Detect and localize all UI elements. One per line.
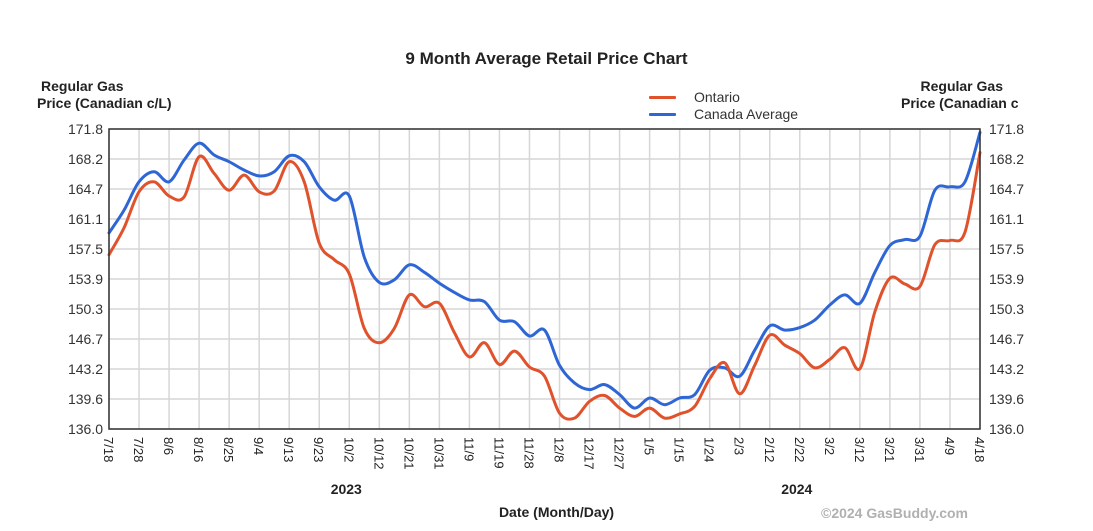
- x-tick-label: 10/31: [431, 437, 446, 470]
- legend-swatch-ontario: [649, 96, 676, 99]
- plot-frame: [108, 128, 981, 430]
- year-label: 2024: [781, 481, 812, 497]
- y-tick-label-left: 168.2: [68, 151, 103, 167]
- x-tick-label: 2/22: [792, 437, 807, 462]
- y-tick-label-right: 168.2: [989, 151, 1024, 167]
- copyright: ©2024 GasBuddy.com: [821, 505, 968, 521]
- x-tick-label: 7/28: [131, 437, 146, 462]
- x-tick-label: 9/23: [311, 437, 326, 462]
- y-tick-label-left: 157.5: [68, 241, 103, 257]
- legend-label-ontario: Ontario: [694, 89, 740, 105]
- series-line-canada-average: [107, 130, 982, 410]
- y-tick-label-right: 161.1: [989, 211, 1024, 227]
- y-tick-label-left: 136.0: [68, 421, 103, 437]
- x-tick-label: 11/28: [521, 437, 536, 469]
- x-tick-label: 3/12: [852, 437, 867, 462]
- x-tick-label: 12/17: [582, 437, 597, 470]
- y-tick-label-left: 161.1: [68, 211, 103, 227]
- x-tick-label: 1/15: [672, 437, 687, 462]
- x-tick-label: 7/18: [101, 437, 116, 462]
- legend-label-canada-average: Canada Average: [694, 106, 799, 122]
- year-label: 2023: [331, 481, 362, 497]
- y-axis-label-line: Regular Gas: [920, 78, 1003, 94]
- y-tick-label-left: 150.3: [68, 301, 103, 317]
- x-tick-label: 8/6: [161, 437, 176, 455]
- x-tick-label: 8/16: [191, 437, 206, 462]
- x-tick-label: 1/5: [642, 437, 657, 455]
- y-tick-label-left: 164.7: [68, 181, 103, 197]
- x-tick-label: 9/4: [251, 437, 266, 455]
- legend-swatch-canada-average: [649, 113, 676, 116]
- y-ticks-right: 136.0 139.6 143.2 146.7 150.3 153.9 157.5 161.1…: [989, 121, 1024, 437]
- chart-title: 9 Month Average Retail Price Chart: [405, 49, 688, 68]
- x-tick-label: 4/18: [972, 437, 987, 462]
- y-tick-label-right: 157.5: [989, 241, 1024, 257]
- year-labels: 2023 2024: [331, 481, 813, 497]
- x-tick-label: 9/13: [281, 437, 296, 462]
- x-tick-label: 3/21: [882, 437, 897, 462]
- x-tick-label: 11/19: [491, 437, 506, 469]
- y-tick-label-left: 146.7: [68, 331, 103, 347]
- x-tick-label: 11/9: [461, 437, 476, 461]
- series-line-ontario: [107, 151, 982, 421]
- x-tick-label: 3/2: [822, 437, 837, 455]
- y-axis-label-line: Regular Gas: [41, 78, 124, 94]
- y-tick-label-right: 153.9: [989, 271, 1024, 287]
- x-tick-label: 12/8: [552, 437, 567, 462]
- x-tick-label: 1/24: [702, 437, 717, 462]
- x-tick-label: 12/27: [612, 437, 627, 470]
- y-ticks-left: 136.0 139.6 143.2 146.7 150.3 153.9 157.5 161.1…: [68, 121, 103, 437]
- grid: [108, 128, 981, 430]
- y-tick-label-right: 143.2: [989, 361, 1024, 377]
- y-axis-label-line: Price (Canadian c/L): [37, 95, 172, 111]
- y-tick-label-left: 153.9: [68, 271, 103, 287]
- x-tick-label: 3/31: [912, 437, 927, 462]
- series-lines: [107, 130, 982, 421]
- x-tick-label: 2/3: [732, 437, 747, 455]
- y-tick-label-left: 171.8: [68, 121, 103, 137]
- x-tick-label: 2/12: [762, 437, 777, 462]
- x-ticks: 7/18 7/28 8/6 8/16 8/25 9/4 9/13 9/23 10/2 10/12 1…: [101, 437, 987, 470]
- y-axis-label-right: Regular Gas Price (Canadian c: [901, 78, 1019, 112]
- x-tick-label: 8/25: [221, 437, 236, 462]
- x-tick-label: 10/21: [401, 437, 416, 470]
- y-tick-label-right: 146.7: [989, 331, 1024, 347]
- x-tick-label: 4/9: [942, 437, 957, 455]
- legend: Ontario Canada Average: [649, 89, 798, 123]
- x-tick-label: 10/12: [371, 437, 386, 470]
- y-axis-label-line: Price (Canadian c: [901, 95, 1019, 111]
- y-tick-label-right: 171.8: [989, 121, 1024, 137]
- x-tick-label: 10/2: [341, 437, 356, 462]
- legend-item-ontario: Ontario: [649, 89, 798, 106]
- y-tick-label-right: 139.6: [989, 391, 1024, 407]
- y-axis-label-left: Regular Gas Price (Canadian c/L): [37, 78, 197, 112]
- legend-item-canada-average: Canada Average: [649, 106, 798, 123]
- y-tick-label-right: 136.0: [989, 421, 1024, 437]
- y-tick-label-left: 143.2: [68, 361, 103, 377]
- y-tick-label-left: 139.6: [68, 391, 103, 407]
- y-tick-label-right: 150.3: [989, 301, 1024, 317]
- x-axis-title: Date (Month/Day): [498, 504, 615, 520]
- y-tick-label-right: 164.7: [989, 181, 1024, 197]
